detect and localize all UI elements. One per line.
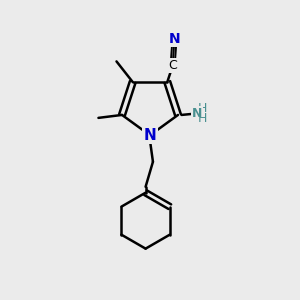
- Text: C: C: [168, 59, 177, 72]
- Text: N: N: [192, 107, 202, 120]
- Text: H: H: [197, 112, 207, 125]
- Text: N: N: [168, 32, 180, 46]
- Text: N: N: [144, 128, 156, 143]
- Text: H: H: [197, 102, 207, 115]
